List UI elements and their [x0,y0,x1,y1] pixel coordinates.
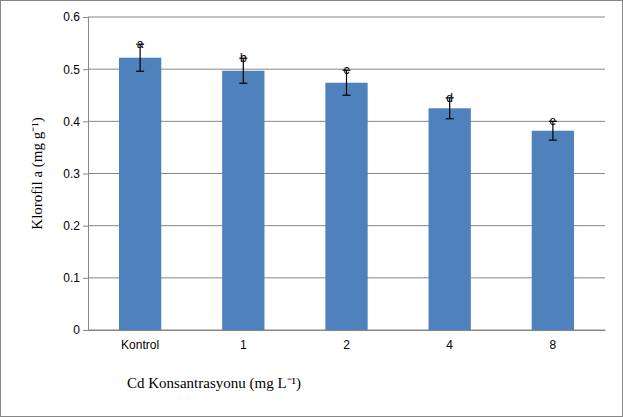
x-axis-title: Cd Konsantrasyonu (mg L⁻¹) [127,375,301,392]
grid-line [88,17,605,18]
annotation: d [446,91,453,105]
x-tick-label: 1 [240,338,247,352]
bars [119,44,574,330]
bar [532,131,574,330]
x-tick-label: 2 [343,338,350,352]
chart: 0 0.1 0.2 0.3 0.4 0.5 0.6 Kontrol 1 2 4 8 a b c d e Cd Ko… [0,0,623,417]
y-tick-label: 0.2 [63,219,80,233]
y-tick-mark [83,226,88,227]
annotation: b [240,51,247,65]
error-bar-line [549,140,557,141]
y-tick: 0.3 [63,167,88,181]
annotation: c [344,63,350,77]
y-tick-label: 0.3 [63,167,80,181]
x-axis: Kontrol 1 2 4 8 [89,330,606,352]
error-bar-line [446,118,454,119]
chart-frame [1,1,623,417]
y-tick-label: 0.5 [63,63,80,77]
x-tick-label: Kontrol [121,338,159,352]
y-tick-label: 0 [73,323,80,337]
y-tick-mark [83,278,88,279]
x-tick-label: 8 [550,338,557,352]
y-tick: 0.5 [63,63,88,77]
y-tick: 0 [73,323,88,337]
x-tick: 1 [240,330,247,352]
bar [325,83,367,330]
annotations: a b c d e [137,37,557,128]
y-tick: 0.2 [63,219,88,233]
y-tick-label: 0.4 [63,115,80,129]
y-axis-title: Klorofil a (mg g⁻¹) [29,117,46,229]
y-tick: 0.4 [63,115,88,129]
grid [88,17,605,330]
error-bar-line [239,83,247,84]
y-tick: 0.6 [63,10,88,24]
y-tick-label: 0.6 [63,10,80,24]
y-tick-mark [83,17,88,18]
y-tick: 0.1 [63,271,88,285]
y-axis: 0 0.1 0.2 0.3 0.4 0.5 0.6 [63,10,88,337]
x-tick: Kontrol [121,330,159,352]
x-tick: 4 [446,330,453,352]
bar [222,71,264,330]
y-tick-mark [83,69,88,70]
y-tick-mark [83,330,88,331]
y-tick-label: 0.1 [63,271,80,285]
y-tick-mark [83,121,88,122]
x-tick-label: 4 [446,338,453,352]
annotation: a [137,37,144,51]
annotation: e [550,114,557,128]
bar [119,58,161,330]
error-bar-line [343,95,351,96]
x-tick: 8 [550,330,557,352]
bar [429,108,471,330]
y-axis-line [83,18,89,331]
error-bar-line [136,71,144,72]
x-axis-line [89,330,606,331]
y-tick-mark [83,174,88,175]
plot: 0 0.1 0.2 0.3 0.4 0.5 0.6 Kontrol 1 2 4 8 a b c d e [63,10,605,351]
x-tick: 2 [343,330,350,352]
